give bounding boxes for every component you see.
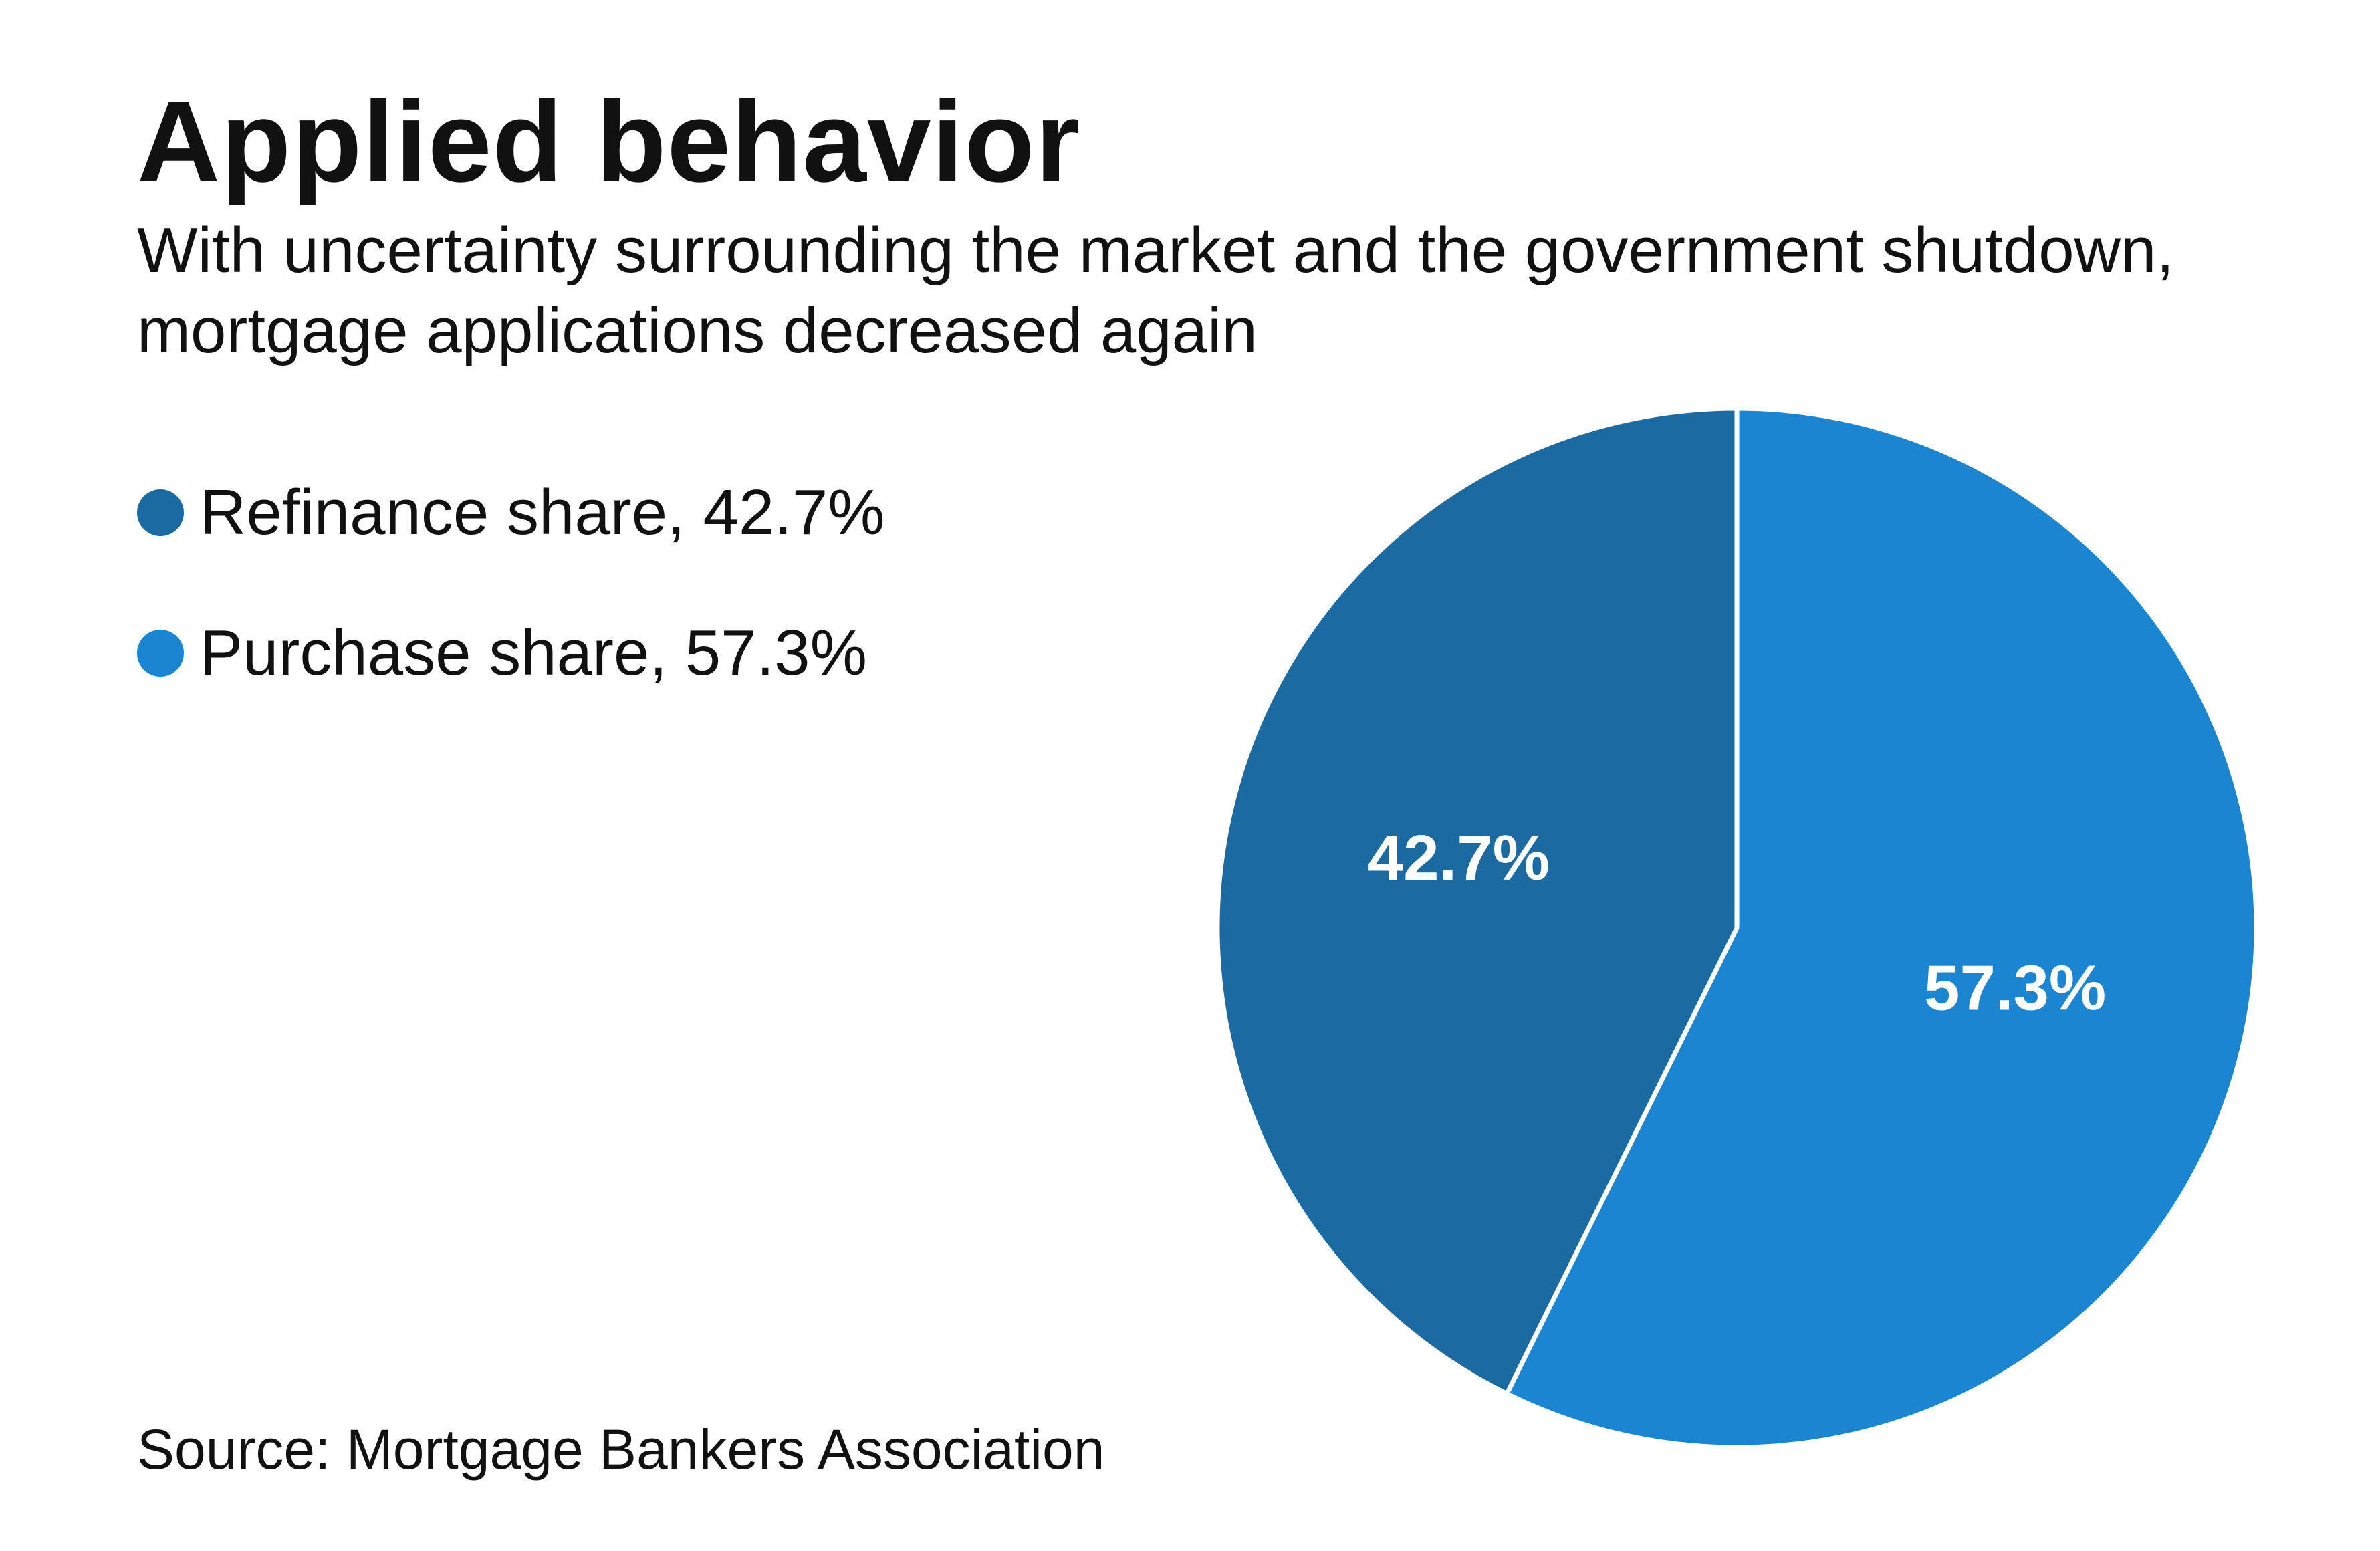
legend-label-refinance: Refinance share, 42.7% — [200, 477, 885, 548]
pie-slice-purchase-share — [1504, 406, 2259, 1450]
pie-slice-refinance-share — [1215, 406, 1740, 1397]
chart-subtitle: With uncertainty surrounding the market … — [137, 215, 2175, 366]
legend-dot-purchase — [137, 630, 184, 677]
legend-label-purchase: Purchase share, 57.3% — [200, 617, 867, 689]
source-note: Source: Mortgage Bankers Association — [137, 1418, 1105, 1481]
legend-item-purchase: Purchase share, 57.3% — [137, 616, 867, 690]
chart-title: Applied behavior — [137, 78, 1081, 206]
legend-dot-refinance — [137, 489, 184, 536]
legend-item-refinance: Refinance share, 42.7% — [137, 476, 885, 550]
slice-label-purchase-share: 57.3% — [1924, 953, 2106, 1024]
slice-label-refinance-share: 42.7% — [1368, 822, 1550, 894]
